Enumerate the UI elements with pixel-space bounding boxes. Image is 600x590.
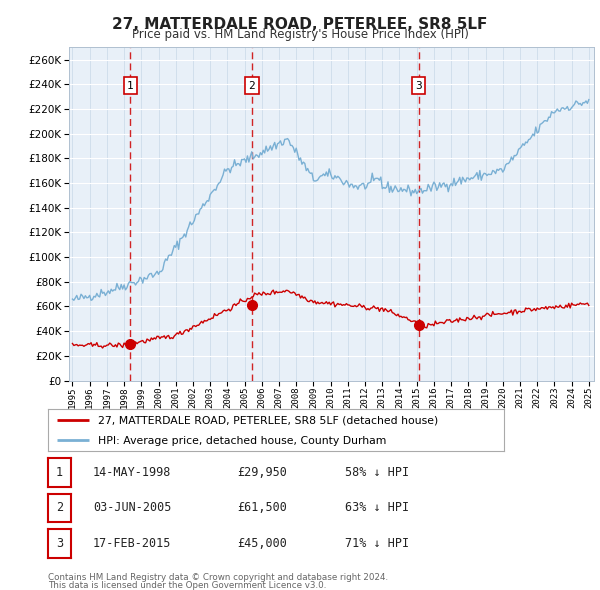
Text: 27, MATTERDALE ROAD, PETERLEE, SR8 5LF (detached house): 27, MATTERDALE ROAD, PETERLEE, SR8 5LF (… [98, 416, 439, 426]
Text: 63% ↓ HPI: 63% ↓ HPI [345, 502, 409, 514]
Text: 71% ↓ HPI: 71% ↓ HPI [345, 537, 409, 550]
Text: 2: 2 [56, 502, 63, 514]
Text: Price paid vs. HM Land Registry's House Price Index (HPI): Price paid vs. HM Land Registry's House … [131, 28, 469, 41]
Text: 1: 1 [127, 81, 134, 90]
Text: 27, MATTERDALE ROAD, PETERLEE, SR8 5LF: 27, MATTERDALE ROAD, PETERLEE, SR8 5LF [112, 17, 488, 31]
Text: Contains HM Land Registry data © Crown copyright and database right 2024.: Contains HM Land Registry data © Crown c… [48, 572, 388, 582]
Text: £29,950: £29,950 [237, 466, 287, 479]
Text: 3: 3 [56, 537, 63, 550]
Text: This data is licensed under the Open Government Licence v3.0.: This data is licensed under the Open Gov… [48, 581, 326, 590]
Text: 3: 3 [415, 81, 422, 90]
Text: £61,500: £61,500 [237, 502, 287, 514]
Text: 1: 1 [56, 466, 63, 479]
Text: 14-MAY-1998: 14-MAY-1998 [93, 466, 172, 479]
Text: HPI: Average price, detached house, County Durham: HPI: Average price, detached house, Coun… [98, 436, 386, 446]
Text: 03-JUN-2005: 03-JUN-2005 [93, 502, 172, 514]
Text: 17-FEB-2015: 17-FEB-2015 [93, 537, 172, 550]
Text: £45,000: £45,000 [237, 537, 287, 550]
Text: 2: 2 [248, 81, 255, 90]
Text: 58% ↓ HPI: 58% ↓ HPI [345, 466, 409, 479]
